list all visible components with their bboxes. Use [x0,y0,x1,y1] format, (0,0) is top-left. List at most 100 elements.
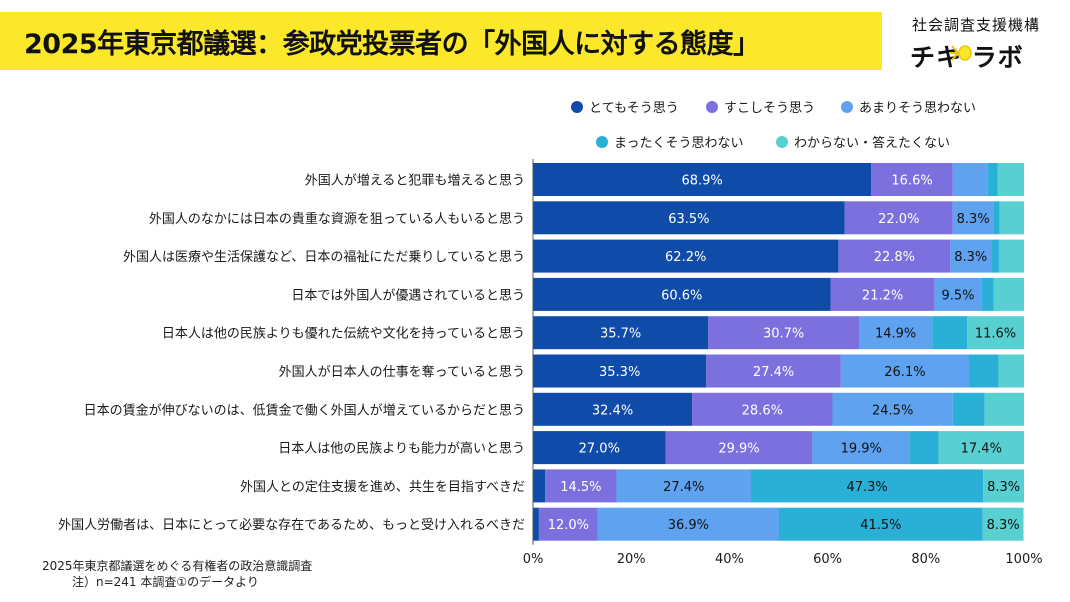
bar-segment [983,469,1024,503]
footnote-source: 2025年東京都議選をめぐる有権者の政治意識調査 [42,559,313,573]
data-label: 60.6% [661,288,702,303]
bar-segment [533,507,539,541]
data-label: 68.9% [681,174,722,189]
data-label: 35.3% [599,365,640,380]
data-label: 14.9% [875,327,916,342]
bar-segment [952,201,994,235]
bar-segment [751,469,984,503]
data-label: 11.6% [975,327,1016,342]
bar-segment [910,431,939,465]
x-tick-label: 0% [523,552,544,567]
data-label: 19.9% [841,442,882,457]
legend-item-strongly-agree: とてもそう思う [571,97,679,116]
data-label: 35.7% [600,327,641,342]
bar-segment [871,163,953,196]
data-label: 17.4% [961,442,1002,457]
bar-segment [545,469,617,503]
data-label: 9.5% [941,288,974,303]
bar-segment [844,201,953,235]
bar-segment [533,163,872,196]
category-label: 外国人のなかには日本の貴重な資源を狙っている人もいると思う [149,211,525,227]
legend-label: あまりそう思わない [859,101,977,116]
data-label: 30.7% [763,327,804,342]
category-label: 日本の賃金が伸びないのは、低賃金で働く外国人が増えているからだと思う [84,402,525,418]
legend-swatch [706,100,718,113]
data-label: 8.3% [987,480,1020,495]
bar-segment [533,469,546,503]
data-label: 41.5% [860,518,901,533]
data-label: 8.3% [987,518,1020,533]
bar-segment [533,239,839,273]
legend-swatch [841,100,853,113]
bar-segment [934,277,982,311]
lightbulb-icon [949,45,972,61]
bar-segment [616,469,752,503]
bar-segment [987,163,998,196]
bar-segment [969,354,999,388]
data-label: 16.6% [891,174,932,189]
bar-segment [938,431,1024,465]
data-label: 32.4% [592,403,633,418]
bar-segment [812,431,911,465]
x-tick-label: 40% [715,552,744,567]
bar-segment [952,392,985,426]
bar-segment [533,392,693,426]
legend-item-somewhat-agree: すこしそう思う [706,97,815,116]
bar-segment [838,239,951,273]
x-tick-label: 80% [911,552,940,567]
category-label: 日本人は他の民族よりも優れた伝統や文化を持っていると思う [162,326,525,342]
legend-item-dont-know: わからない・答えたくない [776,132,950,151]
bar-segment [993,277,1024,311]
category-label: 外国人が日本人の仕事を奪っていると思う [279,364,525,380]
bar-segment [533,277,831,311]
page-title: 2025年東京都議選：参政党投票者の「外国人に対する態度」 [24,29,760,60]
category-label: 外国人との定住支援を進め、共生を目指すべきだ [240,480,525,495]
footnote: 2025年東京都議選をめぐる有権者の政治意識調査 注）n=241 本調査①のデー… [42,558,312,590]
data-label: 8.3% [954,250,987,265]
legend-label: まったくそう思わない [614,136,744,151]
data-label: 36.9% [668,518,709,533]
legend-item-somewhat-disagree: あまりそう思わない [841,97,976,116]
legend-swatch [776,135,788,148]
bar-segment [950,239,992,273]
data-label: 8.3% [957,212,990,227]
bar-segment [706,354,841,388]
x-tick-label: 100% [1005,552,1042,567]
bar-segment [984,392,1024,426]
bar-segment [597,507,779,541]
bar-segment [998,239,1024,273]
category-label: 外国人が増えると犯罪も増えると思う [305,174,525,189]
legend-label: とてもそう思う [589,101,679,116]
bar-segment [997,163,1024,196]
bar-segment [932,316,968,350]
bar-segment [952,163,988,196]
data-label: 26.1% [884,365,925,380]
bar-segment [832,392,953,426]
bar-segment [993,201,1000,235]
bar-segment [533,354,707,388]
data-label: 27.4% [753,365,794,380]
bar-segment [981,277,994,311]
category-label: 外国人は医療や生活保護など、日本の福祉にただ乗りしていると思う [123,249,525,265]
footnote-note: 注）n=241 本調査①のデータより [72,575,259,589]
bar-segment [708,316,860,350]
bar-segment [998,354,1024,388]
brand-logo: 社会調査支援機構 チキ ラボ [896,14,1056,74]
legend-item-strongly-disagree: まったくそう思わない [596,132,743,151]
data-label: 24.5% [872,403,913,418]
data-label: 22.0% [878,212,919,227]
bar-segment [533,201,845,235]
bar-segment [982,507,1024,541]
legend-swatch [571,100,583,113]
bar-segment [840,354,970,388]
x-tick-label: 60% [813,552,842,567]
bar-segment [991,239,999,273]
data-label: 63.5% [668,212,709,227]
bar-segment [967,316,1024,350]
data-label: 27.0% [579,442,620,457]
category-label: 外国人労働者は、日本にとって必要な存在であるため、もっと受け入れるべきだ [58,518,525,533]
category-label: 日本人は他の民族よりも能力が高いと思う [278,441,525,457]
bar-segment [778,507,983,541]
data-label: 47.3% [846,480,887,495]
